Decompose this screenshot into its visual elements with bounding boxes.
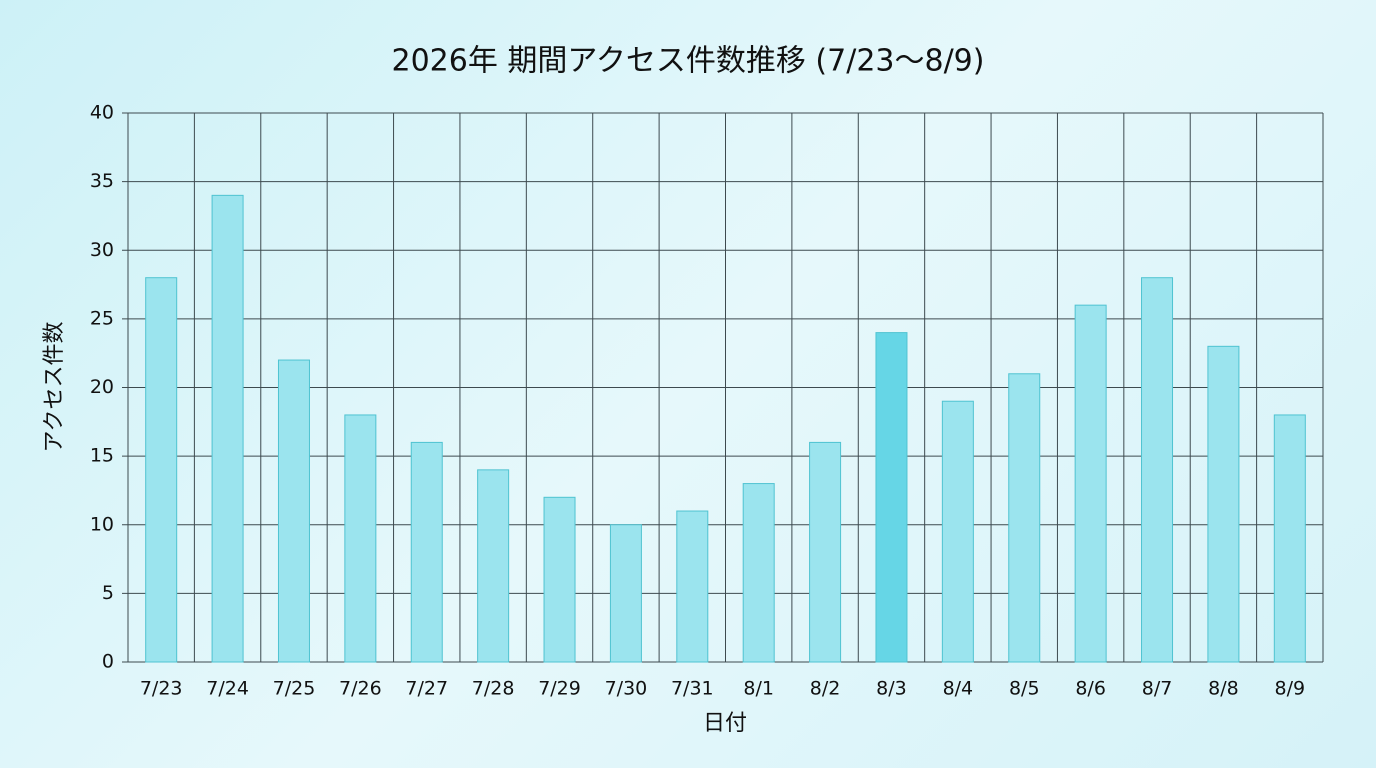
bar bbox=[609, 524, 642, 663]
x-tick-label: 8/7 bbox=[1142, 678, 1173, 700]
y-tick-label: 5 bbox=[102, 582, 114, 604]
bar bbox=[809, 441, 842, 663]
bar bbox=[1008, 373, 1041, 663]
bar bbox=[344, 414, 377, 663]
y-axis-label: アクセス件数 bbox=[42, 322, 67, 453]
y-tick-label: 15 bbox=[90, 445, 114, 467]
x-tick-label: 7/25 bbox=[273, 678, 316, 700]
y-tick-label: 30 bbox=[90, 239, 114, 261]
y-tick-label: 10 bbox=[90, 513, 114, 535]
x-tick-label: 7/30 bbox=[605, 678, 648, 700]
bar bbox=[1074, 304, 1107, 663]
x-tick-label: 8/8 bbox=[1208, 678, 1239, 700]
y-tick-label: 40 bbox=[90, 102, 114, 124]
bar bbox=[742, 483, 775, 663]
x-tick-label: 7/26 bbox=[339, 678, 382, 700]
x-tick-label: 7/24 bbox=[206, 678, 249, 700]
bar bbox=[211, 194, 244, 663]
bar bbox=[543, 496, 576, 663]
x-tick-label: 8/4 bbox=[943, 678, 974, 700]
y-tick-label: 20 bbox=[90, 376, 114, 398]
bar bbox=[941, 400, 974, 663]
y-tick-label: 35 bbox=[90, 170, 114, 192]
x-axis-label: 日付 bbox=[703, 711, 747, 736]
chart-title: 2026年 期間アクセス件数推移 (7/23〜8/9) bbox=[392, 44, 985, 79]
x-tick-label: 7/29 bbox=[538, 678, 581, 700]
bar bbox=[875, 332, 908, 663]
bar bbox=[277, 359, 310, 663]
bar bbox=[410, 441, 443, 663]
y-tick-label: 0 bbox=[102, 651, 114, 673]
x-tick-label: 8/3 bbox=[876, 678, 907, 700]
bar bbox=[1141, 277, 1174, 663]
x-tick-label: 7/27 bbox=[405, 678, 448, 700]
x-tick-label: 8/9 bbox=[1275, 678, 1306, 700]
x-tick-label: 7/31 bbox=[671, 678, 714, 700]
x-tick-label: 8/6 bbox=[1075, 678, 1106, 700]
x-tick-label: 8/1 bbox=[743, 678, 774, 700]
y-tick-label: 25 bbox=[90, 307, 114, 329]
bar bbox=[1207, 345, 1240, 663]
bar bbox=[676, 510, 709, 663]
bar bbox=[145, 277, 178, 663]
x-tick-label: 7/23 bbox=[140, 678, 183, 700]
x-tick-label: 7/28 bbox=[472, 678, 515, 700]
bar bbox=[1273, 414, 1306, 663]
x-tick-label: 8/5 bbox=[1009, 678, 1040, 700]
bar bbox=[477, 469, 510, 663]
x-tick-label: 8/2 bbox=[810, 678, 841, 700]
